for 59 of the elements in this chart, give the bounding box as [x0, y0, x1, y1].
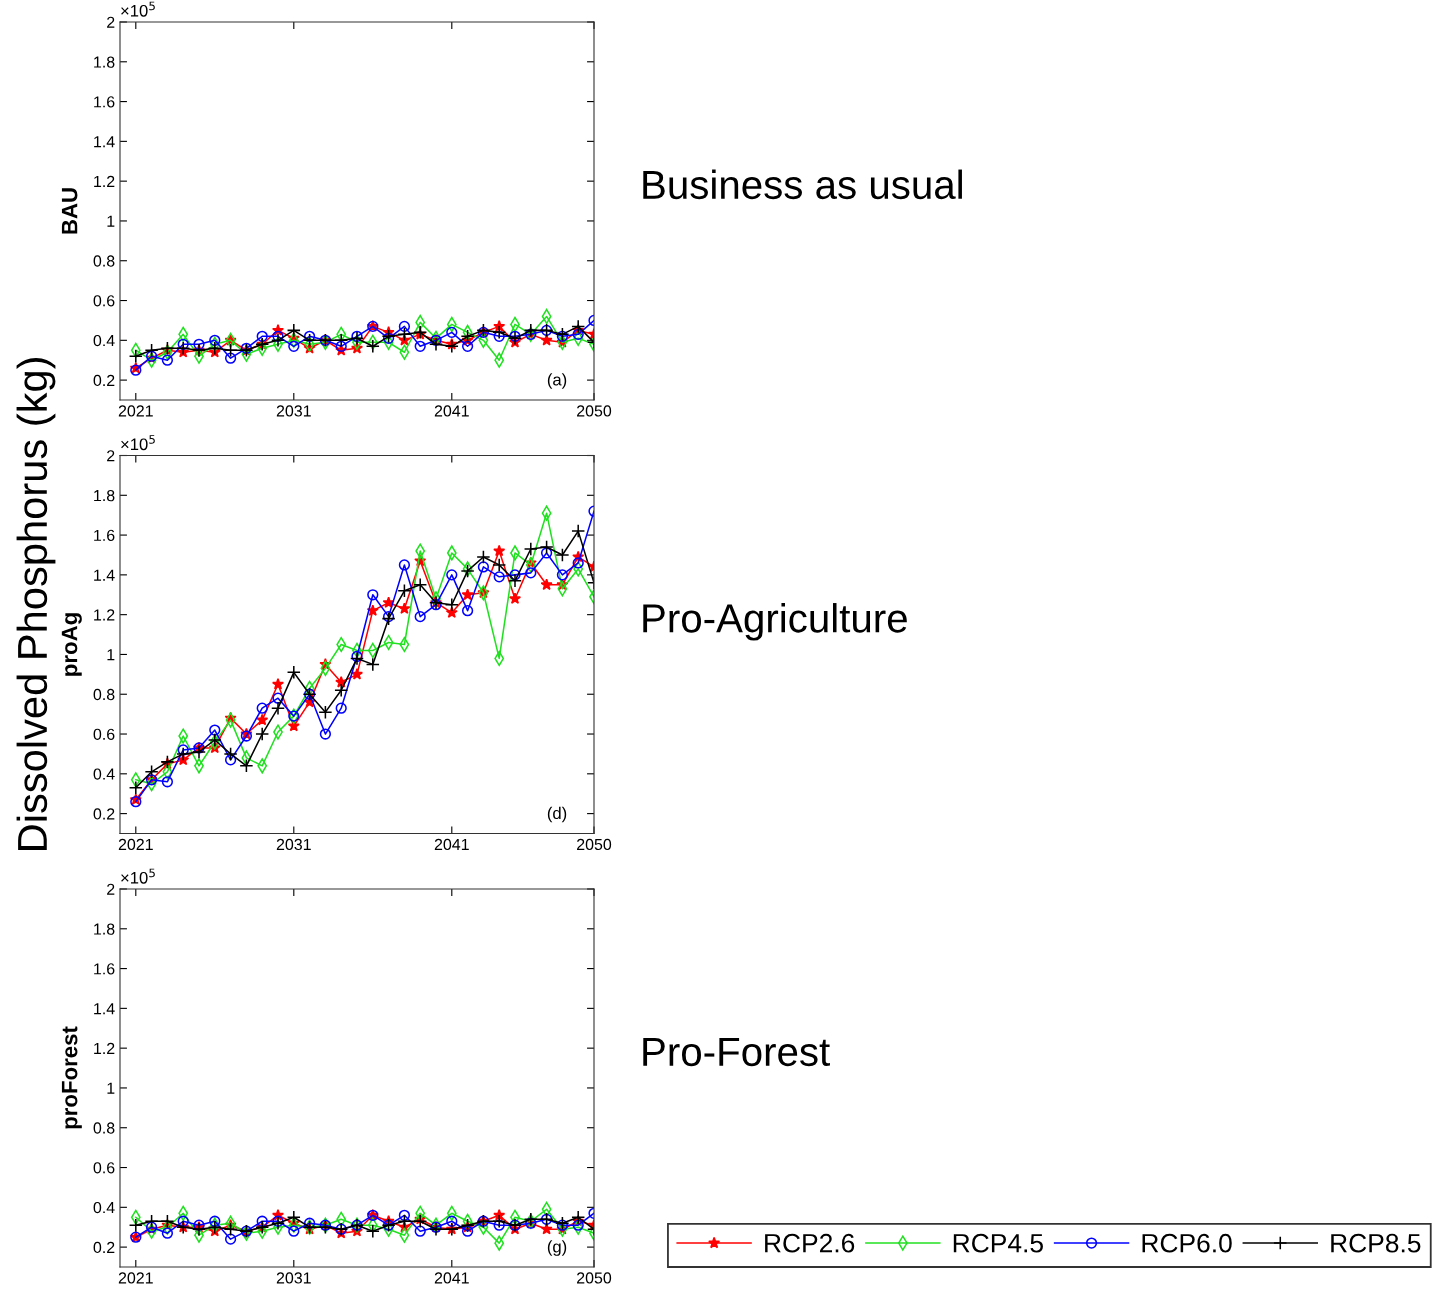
text: Business as usual: [643, 169, 962, 200]
y-tick-label: 2: [107, 883, 115, 895]
annotation: (a): [547, 373, 567, 389]
x-tick-label: 2031: [276, 1272, 311, 1284]
annotation: (d): [547, 806, 567, 823]
y-tick-label: 1.2: [94, 175, 115, 187]
y-tick-label: 1.2: [94, 1042, 115, 1054]
legend-label: RCP2.6: [765, 1233, 855, 1253]
y-tick-label: 0.4: [93, 334, 115, 347]
text: ×10$^{5}$: [121, 435, 155, 451]
y-tick-label: 1.6: [94, 96, 115, 108]
x-tick-label: 2050: [577, 405, 612, 417]
x-tick-label: 2021: [118, 1272, 153, 1284]
y-tick-label: 1.4: [94, 569, 115, 581]
y-tick-label: 1: [107, 1082, 115, 1094]
legend-label: RCP6.0: [1142, 1233, 1232, 1253]
y-tick-label: 2: [107, 16, 115, 28]
y-tick-label: 0.2: [93, 1241, 115, 1254]
y-tick-label: 1.8: [94, 489, 115, 502]
y-tick-label: 0.6: [93, 295, 115, 307]
y-tick-label: 0.6: [93, 1162, 115, 1174]
y-tick-label: 0.6: [93, 728, 115, 740]
y-tick-label: 0.8: [93, 1122, 115, 1134]
x-tick-label: 2021: [118, 838, 153, 851]
y-axis-title: BAU: [61, 188, 78, 234]
y-tick-label: 0.4: [93, 768, 115, 780]
x-tick-label: 2021: [118, 405, 153, 417]
y-tick-label: 0.4: [93, 1201, 115, 1214]
x-tick-label: 2050: [577, 838, 612, 851]
x-tick-label: 2031: [276, 405, 311, 417]
legend-label: RCP8.5: [1331, 1233, 1421, 1253]
y-tick-label: 0.8: [93, 255, 115, 267]
x-tick-label: 2050: [577, 1272, 612, 1284]
y-tick-label: 1.6: [94, 529, 115, 542]
y-tick-label: 1: [107, 649, 115, 661]
y-axis-title: proForest: [61, 1026, 82, 1129]
y-tick-label: 2: [107, 450, 115, 462]
annotation: (g): [547, 1240, 567, 1256]
y-tick-label: 0.2: [93, 808, 115, 820]
y-tick-label: 1.2: [94, 609, 115, 621]
x-tick-label: 2041: [434, 838, 469, 851]
x-tick-label: 2031: [276, 838, 311, 851]
y-tick-label: 1: [107, 215, 115, 227]
y-tick-label: 1.6: [94, 963, 115, 975]
x-tick-label: 2041: [434, 405, 469, 417]
y-tick-label: 0.8: [93, 688, 115, 701]
y-tick-label: 0.2: [93, 374, 115, 387]
text: Dissolved Phosphorus (kg): [16, 358, 56, 850]
y-tick-label: 1.4: [94, 1003, 115, 1015]
text: ×10$^{5}$: [121, 868, 155, 884]
x-tick-label: 2041: [434, 1272, 469, 1284]
text: Pro-Forest: [643, 1038, 830, 1067]
y-tick-label: 1.8: [94, 923, 115, 935]
y-tick-label: 1.8: [94, 56, 115, 68]
y-tick-label: 1.4: [94, 136, 115, 148]
y-axis-title: proAg: [61, 613, 82, 676]
text: ×10$^{5}$: [121, 1, 155, 17]
legend-label: RCP4.5: [953, 1233, 1043, 1253]
text: Pro-Agriculture: [643, 603, 907, 641]
